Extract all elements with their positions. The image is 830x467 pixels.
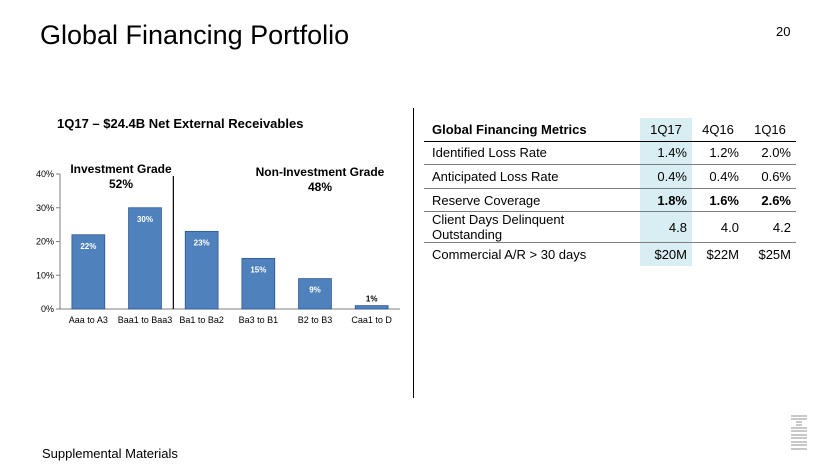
row-label: Reserve Coverage bbox=[424, 188, 640, 213]
table-cell: 1.6% bbox=[692, 188, 744, 213]
column-header: 4Q16 bbox=[692, 118, 744, 142]
table-cell: $25M bbox=[758, 247, 791, 263]
table-cell: 4.0 bbox=[692, 211, 744, 244]
bar bbox=[298, 278, 332, 310]
table-row: Reserve Coverage 1.8% 1.6% 2.6% bbox=[424, 188, 796, 213]
y-tick-label: 30% bbox=[36, 203, 54, 213]
vertical-divider bbox=[413, 108, 414, 398]
y-tick-label: 0% bbox=[41, 304, 54, 314]
y-tick-label: 40% bbox=[36, 169, 54, 179]
table-cell: 0.4% bbox=[692, 164, 744, 189]
bar bbox=[354, 305, 389, 310]
x-tick-label: Caa1 to D bbox=[351, 315, 392, 325]
data-label: 15% bbox=[250, 265, 266, 274]
table-cell: 2.0% bbox=[744, 141, 796, 166]
x-tick-label: Baa1 to Baa3 bbox=[118, 315, 173, 325]
page-title: Global Financing Portfolio bbox=[40, 20, 350, 50]
table-cell: $22M bbox=[706, 247, 739, 263]
table-row: Identified Loss Rate 1.4% 1.2% 2.0% bbox=[424, 141, 796, 166]
bar bbox=[241, 257, 276, 310]
y-tick-label: 20% bbox=[36, 237, 54, 247]
non-investment-grade-value: 48% bbox=[307, 180, 333, 194]
data-label: 9% bbox=[309, 286, 321, 295]
table-cell: 0.4% bbox=[640, 164, 692, 189]
table-cell: 1.8% bbox=[640, 188, 692, 213]
investment-grade-value: 52% bbox=[108, 177, 134, 191]
ibm-logo bbox=[791, 415, 807, 450]
column-header: 1Q16 bbox=[744, 118, 796, 142]
column-header: 1Q17 bbox=[640, 118, 692, 142]
bar bbox=[71, 234, 106, 310]
table-cell: 4.2 bbox=[744, 211, 796, 244]
row-label: Client Days Delinquent Outstanding bbox=[424, 211, 640, 244]
non-investment-grade-label: Non-Investment Grade 48% bbox=[250, 165, 390, 195]
page-number: 20 bbox=[776, 24, 791, 39]
chart-title: 1Q17 – $24.4B Net External Receivables bbox=[57, 116, 304, 131]
bar bbox=[184, 230, 219, 310]
metrics-header-row: Global Financing Metrics 1Q17 4Q16 1Q16 bbox=[424, 118, 796, 142]
bar bbox=[128, 207, 162, 310]
table-row: Client Days Delinquent Outstanding 4.8 4… bbox=[424, 211, 796, 244]
table-cell: $20M bbox=[640, 242, 692, 266]
x-tick-label: B2 to B3 bbox=[298, 315, 333, 325]
table-cell: 1.2% bbox=[692, 141, 744, 166]
table-cell: 0.6% bbox=[744, 164, 796, 189]
row-label: Anticipated Loss Rate bbox=[424, 164, 640, 189]
y-tick-label: 10% bbox=[36, 270, 54, 280]
row-label: Commercial A/R > 30 days bbox=[432, 247, 587, 263]
non-investment-grade-text: Non-Investment Grade bbox=[255, 165, 385, 179]
x-tick-label: Ba1 to Ba2 bbox=[179, 315, 224, 325]
row-label: Identified Loss Rate bbox=[424, 141, 640, 166]
investment-grade-text: Investment Grade bbox=[70, 162, 172, 176]
data-label: 30% bbox=[137, 215, 153, 224]
table-cell: 4.8 bbox=[640, 211, 692, 244]
x-tick-label: Aaa to A3 bbox=[69, 315, 108, 325]
x-tick-label: Ba3 to B1 bbox=[239, 315, 279, 325]
metrics-header-label: Global Financing Metrics bbox=[424, 118, 640, 142]
metrics-table: Global Financing Metrics 1Q17 4Q16 1Q16 … bbox=[424, 118, 796, 266]
footer-text: Supplemental Materials bbox=[42, 446, 178, 461]
data-label: 1% bbox=[366, 295, 378, 304]
table-row: Anticipated Loss Rate 0.4% 0.4% 0.6% bbox=[424, 164, 796, 189]
investment-grade-label: Investment Grade 52% bbox=[66, 162, 176, 192]
data-label: 23% bbox=[194, 238, 210, 247]
data-label: 22% bbox=[80, 242, 96, 251]
table-cell: 1.4% bbox=[640, 141, 692, 166]
receivables-bar-chart: 0% 10% 20% 30% 40% 22% Aaa to A3 30% Baa1 to Baa… bbox=[36, 169, 400, 325]
table-cell: 2.6% bbox=[744, 188, 796, 213]
table-row: Commercial A/R > 30 days $20M $22M $25M bbox=[424, 242, 796, 266]
